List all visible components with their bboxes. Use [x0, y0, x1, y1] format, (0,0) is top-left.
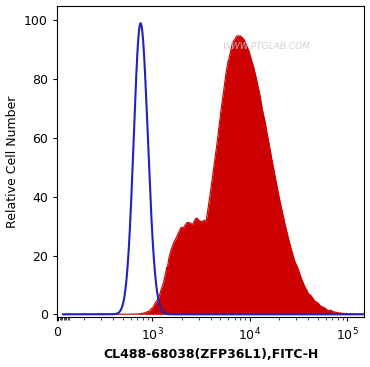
X-axis label: CL488-68038(ZFP36L1),FITC-H: CL488-68038(ZFP36L1),FITC-H	[103, 348, 318, 361]
Y-axis label: Relative Cell Number: Relative Cell Number	[6, 95, 18, 228]
Text: WWW.PTGLAB.COM: WWW.PTGLAB.COM	[222, 41, 310, 51]
